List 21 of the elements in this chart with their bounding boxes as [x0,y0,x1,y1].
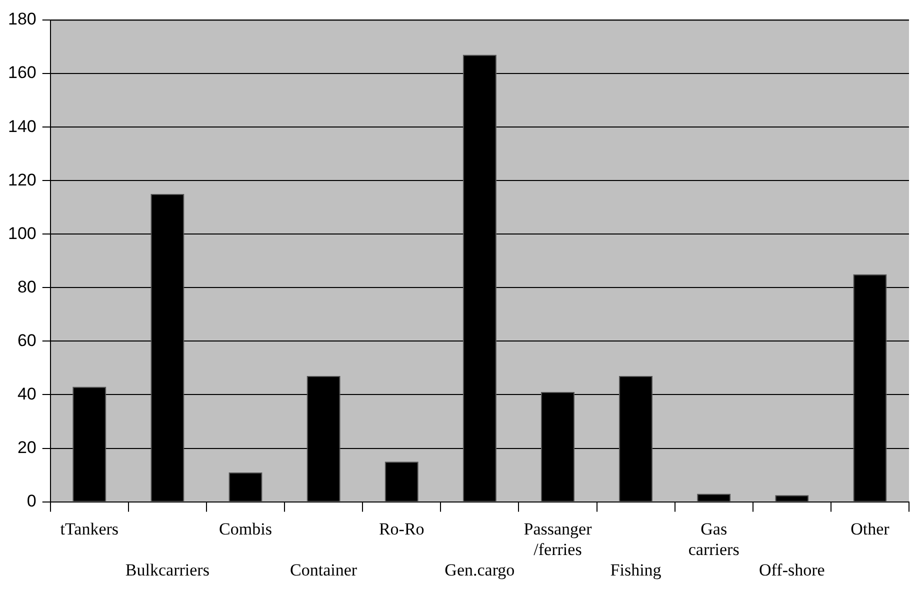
y-tick-label: 140 [8,116,36,136]
x-tick-label: Container [290,560,358,580]
x-tick-label: Gas carriers [688,519,740,559]
x-tick-label: Other [850,519,890,538]
x-tick-label: Fishing [610,560,662,580]
x-tick-label: Ro-Ro [378,519,424,538]
y-tick-label: 160 [8,63,36,82]
y-tick-label: 60 [17,330,36,350]
y-tick-label: 80 [17,277,36,296]
x-tick-label: Passanger /ferries [524,519,592,559]
x-tick-label: tTankers [60,519,119,538]
y-tick-label: 20 [17,438,36,457]
y-tick-label: 40 [17,384,36,404]
y-tick-label: 120 [8,170,36,190]
y-tick-label: 180 [8,10,36,29]
y-tick-label: 100 [8,224,36,243]
x-tick-label: Bulkcarriers [125,560,210,580]
x-tick-label: Off-shore [759,560,825,580]
x-tick-label: Combis [219,519,272,538]
y-tick-label: 0 [26,491,36,510]
x-tick-label: Gen.cargo [444,560,515,580]
